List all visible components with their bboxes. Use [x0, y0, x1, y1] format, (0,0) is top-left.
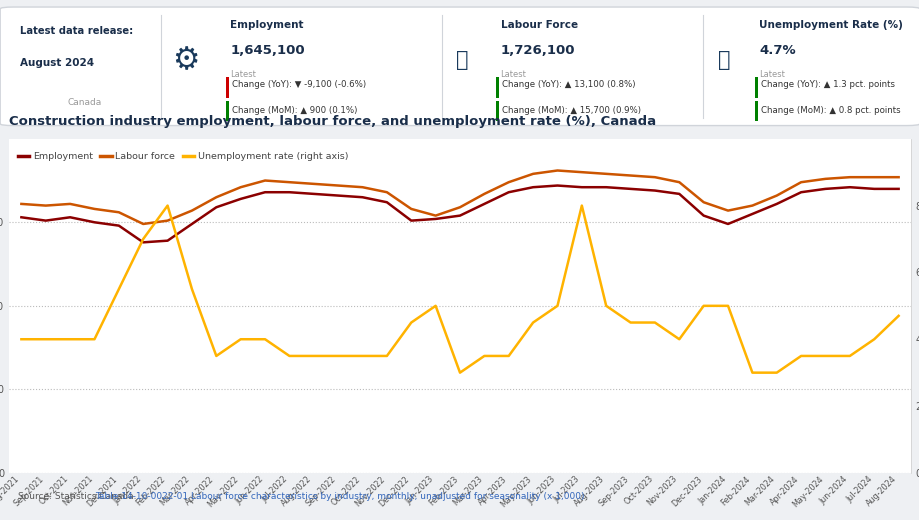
Text: Source: Statistics Canada.: Source: Statistics Canada. — [18, 492, 137, 501]
Text: 🎯: 🎯 — [456, 50, 469, 70]
Text: Change (YoY): ▲ 1.3 pct. points: Change (YoY): ▲ 1.3 pct. points — [760, 80, 894, 88]
Text: Latest: Latest — [230, 70, 255, 79]
Text: August 2024: August 2024 — [20, 58, 94, 68]
Text: Canada: Canada — [68, 98, 102, 107]
FancyBboxPatch shape — [754, 77, 757, 98]
FancyBboxPatch shape — [225, 100, 229, 121]
FancyBboxPatch shape — [495, 77, 499, 98]
Text: Employment: Employment — [230, 20, 303, 30]
Text: 1,726,100: 1,726,100 — [500, 44, 574, 57]
Text: ⚙: ⚙ — [172, 46, 199, 75]
Text: Labour Force: Labour Force — [500, 20, 577, 30]
Legend: Employment, Labour force, Unemployment rate (right axis): Employment, Labour force, Unemployment r… — [14, 149, 352, 165]
Text: Construction industry employment, labour force, and unemployment rate (%), Canad: Construction industry employment, labour… — [9, 115, 655, 128]
FancyBboxPatch shape — [0, 7, 919, 125]
Text: Latest: Latest — [758, 70, 784, 79]
Text: 🔍: 🔍 — [717, 50, 730, 70]
Text: 1,645,100: 1,645,100 — [230, 44, 304, 57]
Text: Change (MoM): ▲ 900 (0.1%): Change (MoM): ▲ 900 (0.1%) — [232, 106, 357, 115]
Text: Change (MoM): ▲ 15,700 (0.9%): Change (MoM): ▲ 15,700 (0.9%) — [502, 106, 641, 115]
Text: Latest data release:: Latest data release: — [20, 26, 133, 36]
Text: Change (YoY): ▲ 13,100 (0.8%): Change (YoY): ▲ 13,100 (0.8%) — [502, 80, 635, 88]
Text: Table 14-10-0022-01 Labour force characteristics by industry, monthly, unadjuste: Table 14-10-0022-01 Labour force charact… — [95, 492, 584, 501]
Text: Change (MoM): ▲ 0.8 pct. points: Change (MoM): ▲ 0.8 pct. points — [760, 106, 900, 115]
Text: Change (YoY): ▼ -9,100 (-0.6%): Change (YoY): ▼ -9,100 (-0.6%) — [232, 80, 366, 88]
FancyBboxPatch shape — [754, 100, 757, 121]
Text: Latest: Latest — [500, 70, 526, 79]
FancyBboxPatch shape — [225, 77, 229, 98]
Text: Unemployment Rate (%): Unemployment Rate (%) — [758, 20, 902, 30]
Text: 4.7%: 4.7% — [758, 44, 795, 57]
FancyBboxPatch shape — [495, 100, 499, 121]
